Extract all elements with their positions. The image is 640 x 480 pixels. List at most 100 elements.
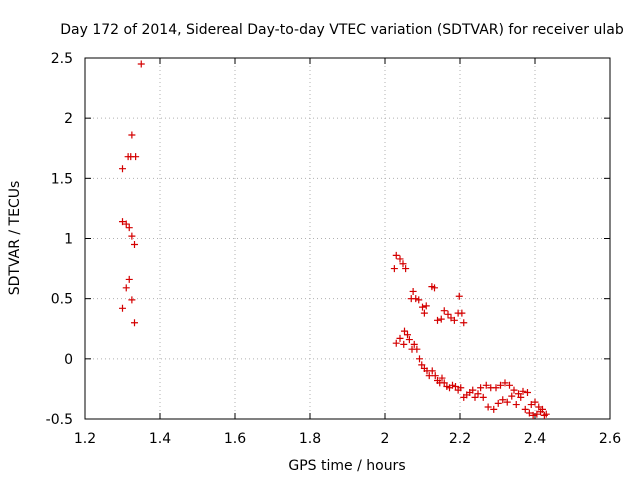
data-point [437, 315, 445, 323]
data-point [392, 251, 400, 259]
data-point [444, 310, 452, 318]
data-point [503, 398, 511, 406]
data-point [452, 383, 459, 391]
x-tick-label: 2.2 [449, 431, 471, 447]
data-point [490, 405, 498, 413]
data-point [425, 372, 433, 380]
y-tick-label: -0.5 [46, 412, 73, 428]
data-point [128, 131, 136, 139]
data-point [137, 60, 145, 68]
data-point [413, 345, 421, 353]
y-tick-label: 0 [64, 352, 73, 368]
data-point [525, 409, 533, 417]
data-point [529, 411, 537, 419]
data-point [402, 265, 410, 273]
data-point [405, 336, 413, 344]
x-tick-label: 2.6 [599, 431, 621, 447]
data-point [521, 405, 529, 413]
grid-lines [85, 58, 610, 419]
x-tick-label: 1.8 [299, 431, 321, 447]
data-point [132, 153, 140, 161]
data-point [479, 393, 487, 401]
data-point [412, 295, 420, 303]
data-point [128, 296, 136, 304]
x-axis-label: GPS time / hours [288, 458, 405, 474]
data-point [492, 384, 500, 392]
data-point [524, 389, 531, 397]
y-tick-label: 2 [64, 111, 73, 127]
data-point [422, 302, 430, 310]
data-point [460, 319, 468, 327]
data-point [131, 319, 138, 327]
data-point [128, 232, 136, 240]
y-tick-label: 1.5 [51, 171, 73, 187]
data-point [450, 316, 458, 324]
data-point [392, 339, 400, 347]
data-point [415, 296, 423, 304]
chart-title: Day 172 of 2014, Sidereal Day-to-day VTE… [60, 22, 624, 38]
axis-ticks [84, 57, 611, 420]
data-point [506, 381, 513, 389]
data-point [431, 372, 439, 380]
data-point [125, 275, 133, 283]
x-tick-label: 1.6 [224, 431, 246, 447]
data-point [119, 218, 126, 226]
data-point [419, 303, 426, 311]
data-point [420, 309, 428, 317]
data-point [434, 316, 441, 324]
data-point [122, 284, 130, 292]
data-point [449, 381, 456, 389]
x-tick-labels: 1.2 1.4 1.6 1.8 2 2.2 2.4 2.6 [74, 431, 621, 447]
data-point [440, 307, 448, 315]
data-point [458, 309, 466, 317]
data-point [119, 304, 126, 312]
data-point [399, 260, 407, 268]
data-point [410, 340, 418, 348]
data-point [508, 392, 516, 400]
data-point [527, 401, 535, 409]
data-point [390, 265, 398, 273]
data-point [440, 379, 448, 387]
data-point [484, 403, 492, 411]
y-tick-labels: -0.5 0 0.5 1 1.5 2 2.5 [46, 51, 73, 428]
data-point [512, 401, 520, 409]
data-point [533, 410, 541, 418]
data-point [119, 165, 126, 173]
data-point [474, 390, 482, 398]
data-point [455, 292, 463, 300]
data-point [401, 327, 408, 335]
data-point [416, 355, 423, 363]
data-point [497, 381, 504, 389]
data-point [542, 410, 550, 418]
data-point [477, 384, 485, 392]
data-point [409, 287, 417, 295]
x-tick-label: 2.4 [524, 431, 546, 447]
data-point [125, 224, 133, 232]
data-point [515, 390, 522, 398]
y-tick-label: 1 [64, 232, 73, 248]
data-point [428, 367, 436, 375]
data-points [119, 60, 550, 419]
data-point [457, 384, 465, 392]
data-point [418, 361, 426, 369]
data-point [431, 284, 438, 292]
x-tick-label: 1.2 [74, 431, 96, 447]
data-point [131, 241, 138, 249]
data-point [539, 405, 546, 413]
data-point [499, 396, 507, 404]
data-point [519, 387, 527, 395]
data-point [396, 255, 404, 263]
x-tick-label: 1.4 [149, 431, 171, 447]
data-point [404, 331, 411, 339]
data-point [400, 340, 408, 348]
data-point [122, 220, 130, 228]
data-point [438, 374, 446, 382]
plot-frame [84, 57, 611, 420]
data-point [510, 386, 518, 394]
y-tick-label: 0.5 [51, 292, 73, 308]
data-point [494, 399, 502, 407]
data-point [469, 386, 477, 394]
y-axis-label: SDTVAR / TECUs [7, 181, 23, 296]
x-tick-label: 2 [381, 431, 390, 447]
